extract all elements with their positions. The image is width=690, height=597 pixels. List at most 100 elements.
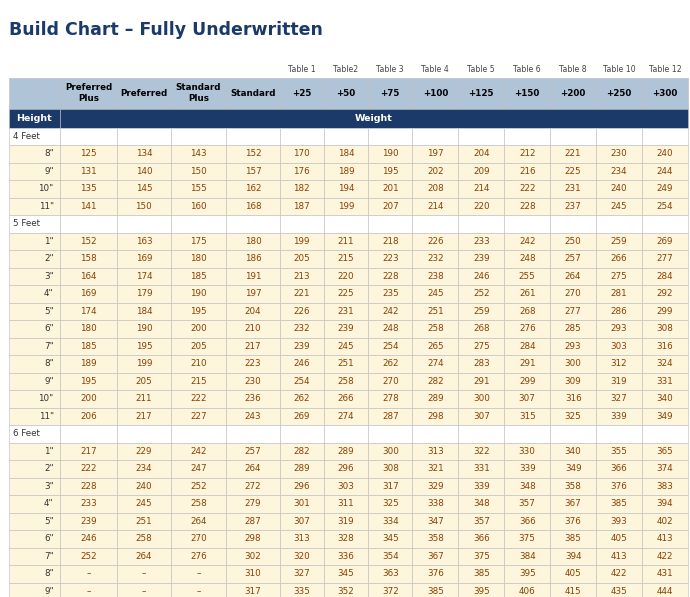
- Bar: [324, 128, 368, 145]
- Text: 247: 247: [190, 464, 207, 473]
- Bar: [226, 320, 279, 338]
- Text: 258: 258: [337, 377, 355, 386]
- Text: 282: 282: [293, 447, 310, 456]
- Bar: [117, 285, 170, 303]
- Bar: [550, 233, 596, 250]
- Bar: [642, 425, 688, 442]
- Text: 226: 226: [427, 237, 444, 246]
- Bar: [413, 530, 458, 547]
- Bar: [60, 216, 117, 233]
- Text: Table 8: Table 8: [560, 64, 587, 74]
- Bar: [9, 442, 60, 460]
- Text: 384: 384: [519, 552, 535, 561]
- Bar: [226, 547, 279, 565]
- Text: 8": 8": [44, 570, 54, 578]
- Bar: [550, 547, 596, 565]
- Text: 10": 10": [39, 184, 54, 193]
- Bar: [368, 373, 413, 390]
- Bar: [226, 425, 279, 442]
- Text: 251: 251: [135, 517, 152, 526]
- Text: 4": 4": [44, 499, 54, 508]
- Bar: [413, 478, 458, 495]
- Text: 331: 331: [657, 377, 673, 386]
- Text: 270: 270: [564, 290, 582, 298]
- Bar: [117, 180, 170, 198]
- Text: 275: 275: [611, 272, 627, 281]
- Text: 228: 228: [519, 202, 535, 211]
- Bar: [226, 145, 279, 163]
- Text: 5 Feet: 5 Feet: [13, 220, 40, 229]
- Text: 269: 269: [657, 237, 673, 246]
- Bar: [368, 442, 413, 460]
- Text: 227: 227: [190, 412, 207, 421]
- Bar: [279, 460, 324, 478]
- Bar: [117, 61, 170, 78]
- Bar: [413, 338, 458, 355]
- Text: 317: 317: [244, 587, 262, 596]
- Text: 223: 223: [245, 359, 262, 368]
- Bar: [60, 233, 117, 250]
- Bar: [458, 565, 504, 583]
- Text: 210: 210: [245, 324, 262, 333]
- Bar: [596, 78, 642, 109]
- Text: 217: 217: [80, 447, 97, 456]
- Text: +150: +150: [515, 88, 540, 98]
- Text: 6 Feet: 6 Feet: [13, 429, 40, 438]
- Bar: [458, 408, 504, 425]
- Bar: [324, 408, 368, 425]
- Bar: [170, 460, 226, 478]
- Bar: [324, 233, 368, 250]
- Bar: [60, 163, 117, 180]
- Bar: [504, 163, 550, 180]
- Bar: [642, 267, 688, 285]
- Bar: [504, 547, 550, 565]
- Text: 155: 155: [190, 184, 207, 193]
- Bar: [596, 163, 642, 180]
- Bar: [170, 78, 226, 109]
- Bar: [9, 285, 60, 303]
- Bar: [226, 495, 279, 513]
- Bar: [368, 583, 413, 597]
- Bar: [324, 78, 368, 109]
- Bar: [504, 233, 550, 250]
- Bar: [279, 285, 324, 303]
- Bar: [642, 373, 688, 390]
- Bar: [226, 513, 279, 530]
- Text: 357: 357: [473, 517, 490, 526]
- Text: Build Chart – Fully Underwritten: Build Chart – Fully Underwritten: [9, 21, 323, 39]
- Bar: [117, 460, 170, 478]
- Bar: [9, 495, 60, 513]
- Bar: [324, 547, 368, 565]
- Bar: [226, 233, 279, 250]
- Bar: [413, 460, 458, 478]
- Text: –: –: [141, 570, 146, 578]
- Bar: [324, 355, 368, 373]
- Bar: [413, 198, 458, 216]
- Text: 205: 205: [293, 254, 310, 263]
- Text: Table 12: Table 12: [649, 64, 681, 74]
- Bar: [368, 513, 413, 530]
- Bar: [324, 442, 368, 460]
- Bar: [458, 78, 504, 109]
- Bar: [279, 267, 324, 285]
- Bar: [170, 267, 226, 285]
- Bar: [279, 250, 324, 267]
- Text: 8": 8": [44, 359, 54, 368]
- Bar: [596, 338, 642, 355]
- Bar: [60, 513, 117, 530]
- Text: 162: 162: [245, 184, 262, 193]
- Bar: [279, 216, 324, 233]
- Bar: [413, 355, 458, 373]
- Bar: [596, 565, 642, 583]
- Text: 174: 174: [80, 307, 97, 316]
- Bar: [458, 267, 504, 285]
- Text: 232: 232: [293, 324, 310, 333]
- Text: 234: 234: [611, 167, 627, 176]
- Bar: [642, 250, 688, 267]
- Bar: [170, 425, 226, 442]
- Text: 4": 4": [44, 290, 54, 298]
- Bar: [226, 61, 279, 78]
- Bar: [596, 495, 642, 513]
- Text: 262: 262: [382, 359, 399, 368]
- Text: 258: 258: [427, 324, 444, 333]
